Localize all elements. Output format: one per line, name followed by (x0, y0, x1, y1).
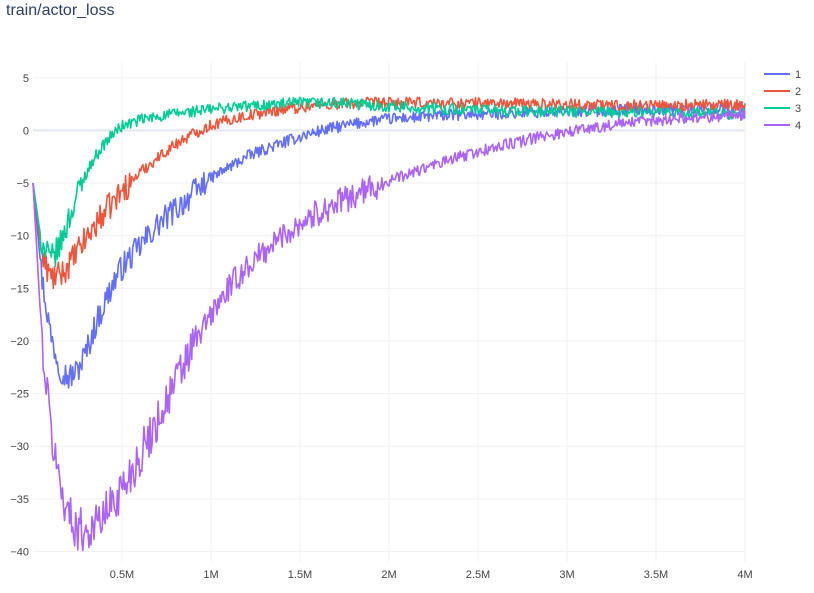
y-tick-label: −15 (10, 283, 29, 295)
legend-item-2[interactable]: 2 (764, 86, 801, 98)
grid (33, 62, 746, 562)
x-axis: 0.5M 1M 1.5M 2M 2.5M 3M 3.5M 4M (110, 569, 753, 581)
y-axis: 5 0 −5 −10 −15 −20 −25 −30 −35 −40 (10, 73, 29, 559)
legend-label: 4 (795, 120, 801, 132)
y-tick-label: 0 (23, 125, 29, 137)
y-tick-label: −25 (10, 389, 29, 401)
x-tick-label: 2M (381, 569, 396, 581)
x-tick-label: 2.5M (466, 569, 490, 581)
y-tick-label: −40 (10, 546, 29, 558)
x-tick-label: 1.5M (288, 569, 312, 581)
y-tick-label: 5 (23, 73, 29, 85)
legend-item-4[interactable]: 4 (764, 120, 801, 132)
y-tick-label: −5 (16, 178, 29, 190)
series-line-2 (32, 96, 746, 290)
x-tick-label: 4M (737, 569, 752, 581)
series-line-3 (32, 96, 746, 268)
legend-label: 2 (795, 86, 801, 98)
legend-item-3[interactable]: 3 (764, 103, 801, 115)
legend-item-1[interactable]: 1 (764, 69, 801, 81)
legend-label: 1 (795, 69, 801, 81)
x-tick-label: 0.5M (110, 569, 134, 581)
y-tick-label: −30 (10, 441, 29, 453)
x-tick-label: 3.5M (644, 569, 668, 581)
y-tick-label: −20 (10, 336, 29, 348)
y-tick-label: −35 (10, 494, 29, 506)
legend[interactable]: 1 2 3 4 (764, 69, 801, 132)
legend-label: 3 (795, 103, 801, 115)
x-tick-label: 3M (559, 569, 574, 581)
series-line-4 (32, 109, 746, 552)
x-tick-label: 1M (203, 569, 218, 581)
y-tick-label: −10 (10, 231, 29, 243)
chart-title: train/actor_loss (6, 2, 115, 19)
plot-area (32, 96, 746, 552)
